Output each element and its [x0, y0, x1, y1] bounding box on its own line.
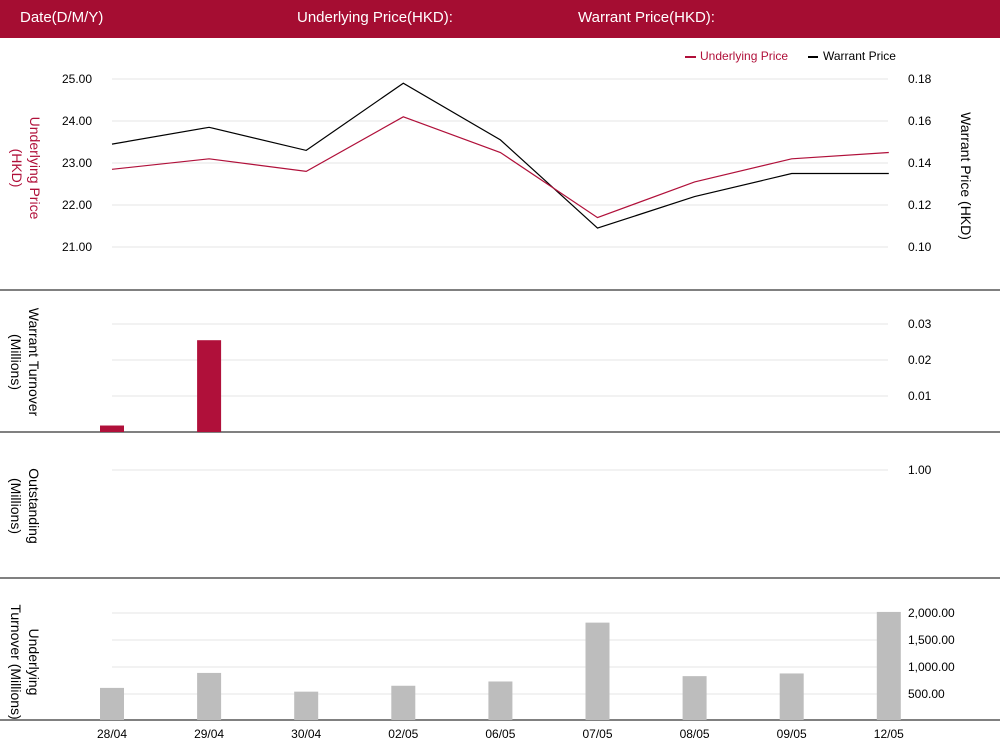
underlying-turnover-bar [294, 691, 319, 720]
legend-warrant-label: Warrant Price [823, 49, 896, 63]
x-axis-tick-label: 28/04 [97, 727, 127, 741]
header-bar: Date(D/M/Y) Underlying Price(HKD): Warra… [0, 0, 1000, 38]
underlying-turnover-bar [488, 681, 513, 720]
x-axis-tick-label: 12/05 [874, 727, 904, 741]
outstanding-title-line1: Outstanding [26, 468, 42, 544]
warrant-turnover-title-line1: Warrant Turnover [26, 308, 42, 417]
underlying-price-line [111, 116, 889, 219]
legend-underlying-label: Underlying Price [700, 49, 788, 63]
x-axis-tick-label: 29/04 [194, 727, 224, 741]
right-axis-tick-label: 0.18 [908, 72, 932, 86]
warrant-turnover-tick-label: 0.03 [908, 317, 932, 331]
underlying-turnover-tick-label: 500.00 [908, 687, 945, 701]
underlying-turnover-bar [100, 687, 124, 720]
warrant-turnover-tick-label: 0.01 [908, 389, 932, 403]
x-axis-tick-label: 07/05 [582, 727, 612, 741]
right-axis-tick-label: 0.14 [908, 156, 932, 170]
underlying-price-label: Underlying Price(HKD): [297, 9, 453, 26]
warrant-turnover-bar [100, 425, 124, 432]
underlying-turnover-bar [682, 676, 707, 720]
left-axis-tick-label: 21.00 [62, 240, 92, 254]
underlying-turnover-tick-label: 1,500.00 [908, 633, 955, 647]
left-axis-title-line2: (HKD) [9, 149, 25, 188]
outstanding-title-line2: (Millions) [8, 478, 24, 534]
underlying-turnover-title-line2: Turnover (Millions) [8, 604, 24, 719]
left-axis-tick-label: 25.00 [62, 72, 92, 86]
left-axis-tick-label: 23.00 [62, 156, 92, 170]
x-axis-tick-label: 30/04 [291, 727, 321, 741]
x-axis-tick-label: 02/05 [388, 727, 418, 741]
warrant-turnover-bar [197, 340, 222, 432]
warrant-turnover-tick-label: 0.02 [908, 353, 932, 367]
left-axis-title-line1: Underlying Price [27, 117, 43, 220]
date-label: Date(D/M/Y) [20, 9, 104, 26]
right-axis-tick-label: 0.16 [908, 114, 932, 128]
x-axis-tick-label: 08/05 [680, 727, 710, 741]
right-axis-tick-label: 0.10 [908, 240, 932, 254]
warrant-turnover-title-line2: (Millions) [8, 334, 24, 390]
underlying-turnover-bar [197, 672, 222, 720]
underlying-turnover-tick-label: 1,000.00 [908, 660, 955, 674]
underlying-turnover-title-line1: Underlying [26, 629, 42, 696]
x-axis-tick-label: 09/05 [777, 727, 807, 741]
x-axis-tick-label: 06/05 [485, 727, 515, 741]
underlying-turnover-bar [876, 611, 901, 720]
underlying-turnover-bar [585, 622, 610, 720]
right-axis-tick-label: 0.12 [908, 198, 932, 212]
left-axis-tick-label: 22.00 [62, 198, 92, 212]
warrant-price-line [111, 82, 889, 229]
warrant-price-label: Warrant Price(HKD): [578, 9, 715, 26]
outstanding-tick-label: 1.00 [908, 463, 932, 477]
underlying-turnover-bar [779, 673, 804, 720]
underlying-turnover-bar [391, 685, 416, 720]
underlying-turnover-tick-label: 2,000.00 [908, 606, 955, 620]
warrant-chart: 25.00 24.00 23.00 22.00 21.00 0.18 0.16 0.14 0.1… [0, 49, 1000, 741]
right-axis-title: Warrant Price (HKD) [958, 112, 974, 240]
left-axis-tick-label: 24.00 [62, 114, 92, 128]
